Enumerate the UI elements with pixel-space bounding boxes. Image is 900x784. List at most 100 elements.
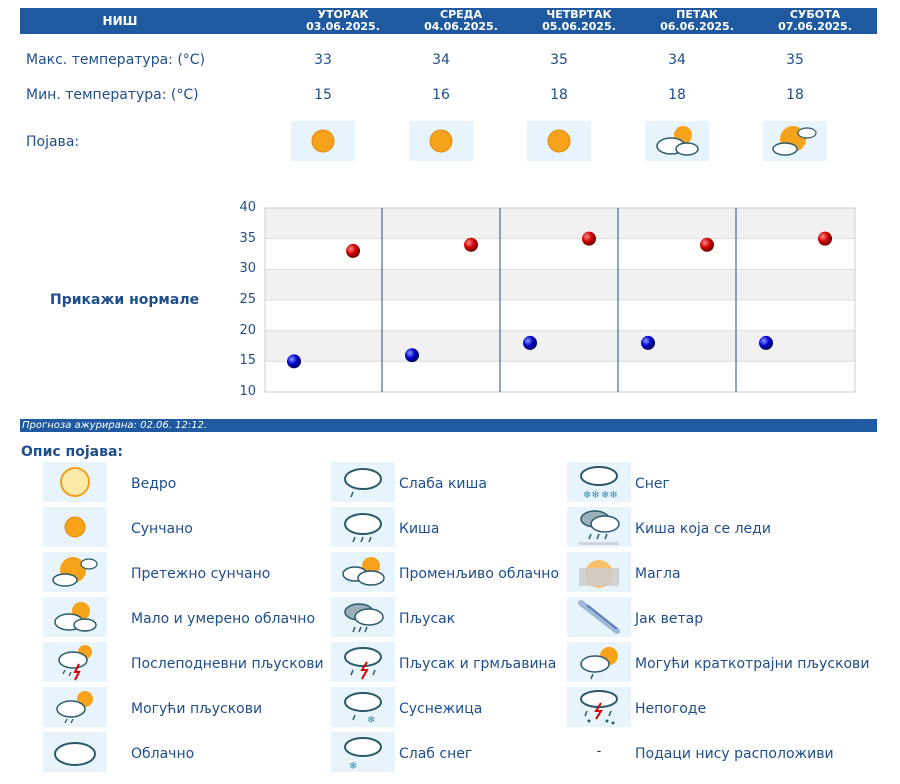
- day-name: УТОРАК: [317, 8, 369, 21]
- min-temp-value: 16: [432, 87, 450, 103]
- brief-showers-icon: [567, 642, 631, 682]
- partly-cloudy-icon: [43, 597, 107, 637]
- legend-label: Суснежица: [399, 701, 483, 717]
- legend-label: Пљусак и грмљавина: [399, 656, 557, 672]
- legend-label: Магла: [635, 566, 681, 582]
- max-temp-value: 34: [668, 52, 686, 68]
- legend-label: Могући пљускови: [131, 701, 263, 717]
- sunny-icon: [291, 121, 355, 161]
- max-temp-point: [346, 243, 360, 258]
- variable-cloudy-icon: [331, 552, 395, 592]
- strong-wind-icon: [567, 597, 631, 637]
- day-date: 03.06.2025.: [306, 20, 380, 33]
- clear-sun-icon: [43, 462, 107, 502]
- chart-frame: [264, 207, 856, 393]
- sunny-icon: [43, 507, 107, 547]
- max-temp-value: 35: [786, 52, 804, 68]
- max-temp-value: 33: [314, 52, 332, 68]
- min-temp-label: Мин. температура: (°C): [26, 87, 199, 103]
- legend-label: Послеподневни пљускови: [131, 656, 324, 672]
- day-name: ПЕТАК: [676, 8, 718, 21]
- max-temp-point: [464, 237, 478, 252]
- legend-label: Киша која се леди: [635, 521, 771, 537]
- light-rain-icon: [331, 462, 395, 502]
- sunny-icon: [527, 121, 591, 161]
- mostly-sunny-icon: [763, 121, 827, 161]
- forecast-updated: Прогноза ажурирана: 02.06. 12:12.: [20, 419, 877, 432]
- day-header-2: СРЕДА 04.06.2025.: [402, 9, 520, 33]
- light-snow-icon: ❄: [331, 732, 395, 772]
- chart-band: [265, 269, 855, 300]
- chart-band: [265, 361, 855, 392]
- day-name: ЧЕТВРТАК: [546, 8, 612, 21]
- freezing-rain-icon: [567, 507, 631, 547]
- severe-storm-icon: [567, 687, 631, 727]
- possible-showers-icon: [43, 687, 107, 727]
- day-date: 06.06.2025.: [660, 20, 734, 33]
- day-date: 07.06.2025.: [778, 20, 852, 33]
- min-temp-point: [287, 354, 301, 369]
- rain-icon: [331, 507, 395, 547]
- day-header-3: ЧЕТВРТАК 05.06.2025.: [520, 9, 638, 33]
- y-tick-label: 35: [239, 231, 256, 246]
- y-tick-label: 15: [239, 353, 256, 368]
- day-date: 04.06.2025.: [424, 20, 498, 33]
- legend-label: Облачно: [131, 746, 195, 762]
- day-header-4: ПЕТАК 06.06.2025.: [638, 9, 756, 33]
- chart-band: [265, 238, 855, 270]
- y-tick-label: 20: [239, 323, 256, 338]
- legend-label: Подаци нису расположиви: [635, 746, 834, 762]
- min-temp-value: 15: [314, 87, 332, 103]
- chart-band: [265, 300, 855, 331]
- y-tick-label: 10: [239, 384, 256, 399]
- legend-label: Ведро: [131, 476, 177, 492]
- sunny-icon: [409, 121, 473, 161]
- svg-text:❄: ❄: [349, 761, 357, 772]
- city-name: НИШ: [102, 14, 138, 28]
- no-data-icon: -: [596, 744, 602, 759]
- afternoon-showers-icon: [43, 642, 107, 682]
- thunderstorm-icon: [331, 642, 395, 682]
- legend-label: Снег: [635, 476, 670, 492]
- legend-label: Киша: [399, 521, 440, 537]
- min-temp-value: 18: [550, 87, 568, 103]
- y-tick-label: 40: [239, 200, 256, 215]
- legend-label: Пљусак: [399, 611, 456, 627]
- day-header-5: СУБОТА 07.06.2025.: [756, 9, 874, 33]
- max-temp-point: [700, 237, 714, 252]
- legend-label: Слаба киша: [399, 476, 487, 492]
- shower-icon: [331, 597, 395, 637]
- min-temp-value: 18: [668, 87, 686, 103]
- max-temp-value: 35: [550, 52, 568, 68]
- legend-label: Мало и умерено облачно: [131, 611, 316, 627]
- snow-icon: ❄❄ ❄❄: [567, 462, 631, 502]
- min-temp-point: [641, 335, 655, 350]
- legend-label: Променљиво облачно: [399, 566, 560, 582]
- y-tick-label: 30: [239, 261, 256, 276]
- legend-label: Претежно сунчано: [131, 566, 271, 582]
- min-temp-point: [405, 348, 419, 363]
- svg-text:❄❄: ❄❄: [601, 490, 618, 501]
- svg-text:❄: ❄: [367, 715, 375, 726]
- mostly-sunny-icon: [43, 552, 107, 592]
- show-normals-link[interactable]: Прикажи нормале: [50, 292, 200, 308]
- y-tick-label: 25: [239, 292, 256, 307]
- legend-label: Могући краткотрајни пљускови: [635, 656, 870, 672]
- max-temp-point: [582, 231, 596, 246]
- day-name: СУБОТА: [789, 8, 841, 21]
- cloudy-icon: [43, 732, 107, 772]
- max-temp-point: [818, 231, 832, 246]
- min-temp-point: [759, 335, 773, 350]
- legend-label: Слаб снег: [399, 746, 473, 762]
- legend-label: Сунчано: [131, 521, 193, 537]
- max-temp-label: Макс. температура: (°C): [26, 52, 206, 68]
- sleet-icon: ❄: [331, 687, 395, 727]
- fog-icon: [567, 552, 631, 592]
- day-date: 05.06.2025.: [542, 20, 616, 33]
- day-header-1: УТОРАК 03.06.2025.: [284, 9, 402, 33]
- forecast-header: НИШ УТОРАК 03.06.2025. СРЕДА 04.06.2025.…: [20, 8, 877, 34]
- partly-cloudy-icon: [645, 121, 709, 161]
- min-temp-point: [523, 335, 537, 350]
- svg-text:❄❄: ❄❄: [583, 490, 600, 501]
- legend-title: Опис појава:: [21, 444, 123, 460]
